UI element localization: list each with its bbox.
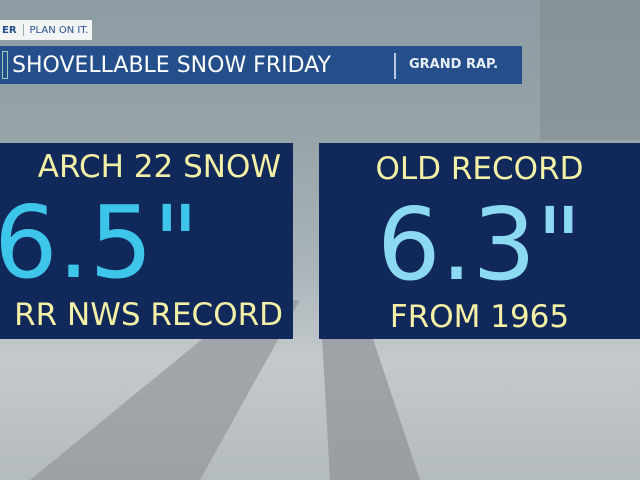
card-footer: FROM 1965	[389, 299, 570, 335]
headline-title: SHOVELLABLE SNOW FRIDAY	[12, 52, 331, 78]
record-card-new: ARCH 22 SNOW 6.5" RR NWS RECORD	[0, 143, 293, 339]
headline-banner: SHOVELLABLE SNOW FRIDAY GRAND RAP.	[0, 46, 522, 84]
station-tag: ER PLAN ON IT.	[0, 20, 92, 40]
snow-total-value: 6.5"	[0, 184, 200, 301]
divider	[22, 24, 24, 36]
tagline: PLAN ON IT.	[29, 24, 89, 36]
location-label: GRAND RAP.	[409, 57, 499, 72]
logo-edge-icon	[2, 51, 8, 79]
divider	[394, 53, 396, 79]
record-card-old: OLD RECORD 6.3" FROM 1965	[319, 143, 640, 339]
card-footer: RR NWS RECORD	[14, 297, 283, 333]
card-heading: OLD RECORD	[375, 151, 584, 187]
card-heading: ARCH 22 SNOW	[37, 149, 281, 185]
brand-fragment: ER	[2, 24, 17, 36]
old-record-value: 6.3"	[376, 186, 583, 303]
